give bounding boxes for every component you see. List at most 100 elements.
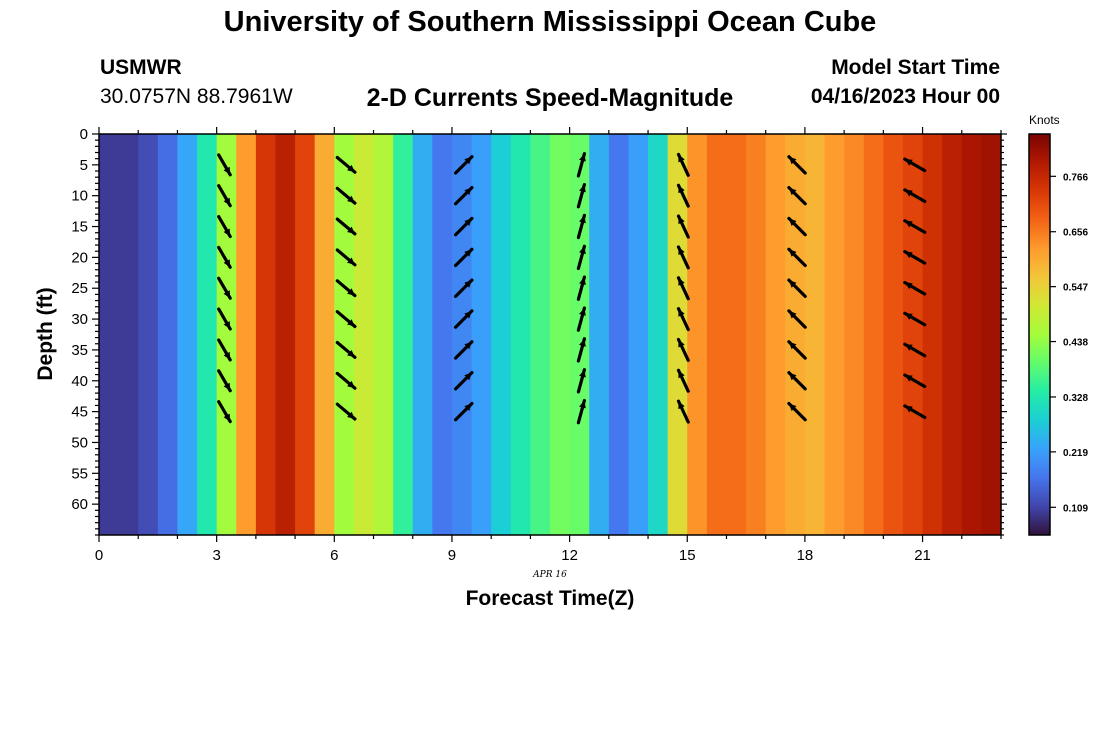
heatmap-cell [432,134,453,535]
arrow-head [788,187,797,196]
y-tick-label: 30 [71,311,88,328]
model-start-value: 04/16/2023 Hour 00 [810,85,1000,108]
x-tick-label: 15 [679,547,696,564]
arrow-head [223,321,231,329]
arrow-head [464,187,472,196]
heatmap-cell [177,134,198,535]
arrow-head [464,403,472,411]
heatmap-cell [275,134,296,535]
station-name: USMWR [100,56,182,79]
arrow-head [579,215,586,224]
current-arrow [903,280,927,296]
heatmap-cell [197,134,218,535]
current-arrow [335,155,357,174]
arrow-head [904,189,913,197]
y-tick-label: 5 [80,157,88,174]
arrow-head [788,280,797,288]
current-arrow [787,278,807,298]
date-label: APR 16 [532,570,567,580]
heatmap-cell [765,134,786,535]
current-arrow [335,279,357,298]
current-arrow [787,340,807,360]
current-arrow [787,186,807,206]
current-arrow [217,184,232,208]
arrow-head [347,411,355,419]
current-arrow [787,155,807,175]
arrow-head [579,369,586,378]
y-tick-label: 55 [71,465,88,482]
colorbar-tick-label: 0.547 [1063,283,1088,294]
arrow-head [579,400,586,409]
colorbar-ticks: 0.766 0.656 0.547 0.438 0.328 0.219 0.109 [1050,172,1088,514]
y-tick-label: 35 [71,342,88,359]
plot-frame [98,133,1002,536]
arrow-head [788,310,797,319]
arrow-head [678,339,685,348]
heatmap-cell [942,134,963,535]
heatmap-cell [628,134,649,535]
arrow-head [464,280,472,288]
arrow-head [579,338,586,347]
station-coordinates: 30.0757N 88.7961W [100,85,293,108]
heatmap-cell [471,134,492,535]
current-arrow [217,400,232,424]
current-arrow [676,368,690,393]
current-arrow [454,186,474,206]
heatmap-cell [706,134,728,535]
colorbar [1028,133,1051,536]
arrow-head [904,375,913,382]
heatmap-cell [844,134,865,535]
current-arrow [903,157,927,173]
arrow-head [223,413,231,422]
heatmap-cell [334,134,355,535]
heatmap-cell [902,134,924,535]
arrow-head [579,184,586,193]
arrow-head [347,226,355,234]
colorbar-units-label: Knots [1029,113,1060,127]
heatmap-cells [99,134,1002,535]
current-arrow [335,217,357,236]
current-arrow [576,152,587,178]
y-tick-label: 45 [71,404,88,421]
arrow-head [223,228,231,237]
heatmap-cell [236,134,257,535]
heatmap-cell [393,134,414,535]
arrow-head [223,166,231,175]
arrow-head [347,195,355,204]
current-arrow [454,340,474,360]
arrow-head [904,344,913,351]
x-tick-label: 21 [914,547,931,564]
x-tick-label: 18 [797,547,814,564]
arrow-head [464,249,472,257]
arrow-head [678,154,685,163]
arrow-head [678,277,685,286]
colorbar-tick-label: 0.656 [1063,228,1088,239]
arrow-head [223,259,231,268]
heatmap-cell [314,134,335,535]
current-arrow [576,337,587,363]
arrow-head [579,246,586,255]
heatmap-cell [118,134,139,535]
arrow-head [678,216,685,225]
current-arrow [903,250,927,265]
x-tick-label: 9 [448,547,456,564]
x-tick-label: 0 [95,547,103,564]
current-arrow [335,310,357,329]
arrow-head [464,341,472,350]
current-arrow [217,276,232,300]
colorbar-tick-label: 0.766 [1063,172,1088,183]
current-arrow [335,402,357,421]
y-tick-label: 15 [71,219,88,236]
arrow-head [223,290,231,299]
arrow-head [579,153,586,162]
heatmap-cell [569,134,590,535]
y-tick-label: 50 [71,434,88,451]
colorbar-tick-label: 0.109 [1063,503,1088,514]
current-arrow [787,371,807,391]
arrow-head [788,403,797,411]
colorbar-tick-label: 0.438 [1063,338,1088,349]
arrow-head [904,282,913,290]
heatmap-cell [550,134,571,535]
arrow-head [788,372,797,381]
